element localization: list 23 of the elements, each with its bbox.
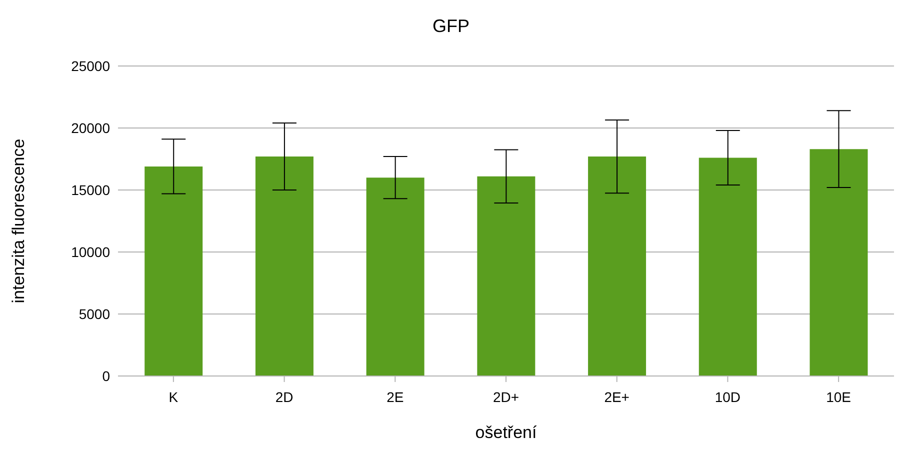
x-tick-label: 2E (386, 388, 404, 405)
x-tick-label: 2D+ (492, 388, 520, 405)
x-tick-label: 10D (714, 388, 741, 405)
bar (698, 158, 757, 376)
chart-title: GFP (431, 15, 470, 38)
bar (810, 149, 868, 376)
y-tick-label: 0 (102, 368, 110, 384)
x-tick-label: 10E (826, 388, 852, 405)
x-tick-label: 2D (275, 388, 294, 405)
x-tick-label: 2E+ (604, 388, 630, 405)
bar (255, 156, 314, 376)
bar (366, 178, 424, 376)
y-tick-label: 20000 (71, 120, 110, 136)
x-tick-label: K (168, 388, 179, 405)
y-tick-label: 5000 (78, 306, 110, 322)
y-tick-label: 10000 (71, 244, 110, 260)
x-axis-title: ošetření (475, 423, 537, 442)
y-tick-label: 15000 (71, 182, 110, 198)
bar (144, 166, 203, 376)
bar (588, 156, 646, 376)
y-axis-title: intenzita fluorescence (9, 138, 28, 304)
bar (477, 176, 536, 376)
y-tick-label: 25000 (71, 58, 110, 74)
